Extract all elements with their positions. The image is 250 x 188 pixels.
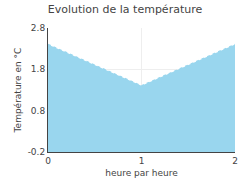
svg-text:Température en °C: Température en °C [13,48,23,134]
svg-text:heure par heure: heure par heure [105,168,178,178]
svg-text:2: 2 [232,156,238,166]
svg-text:0: 0 [45,156,51,166]
svg-text:2.8: 2.8 [31,23,46,33]
svg-text:1.8: 1.8 [31,64,46,74]
svg-text:1: 1 [139,156,145,166]
svg-text:Evolution de la température: Evolution de la température [48,3,203,16]
svg-text:0.8: 0.8 [31,106,46,116]
svg-text:-0.2: -0.2 [28,147,46,157]
